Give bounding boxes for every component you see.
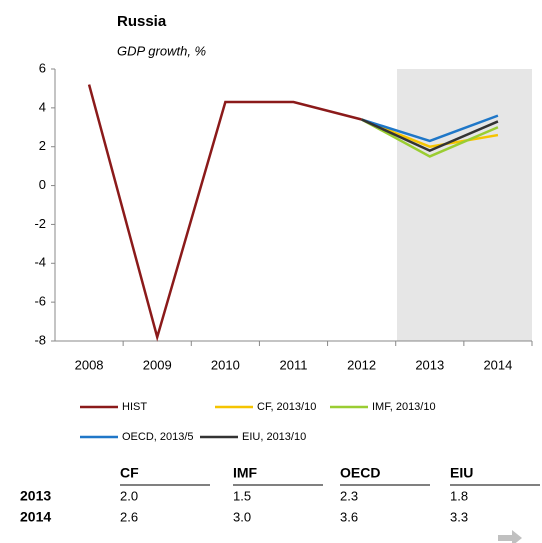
x-tick-label: 2012: [347, 357, 376, 372]
forecast-shade: [397, 69, 532, 341]
row-label: 2013: [20, 488, 51, 504]
x-tick-label: 2008: [75, 357, 104, 372]
table-cell: 3.6: [340, 509, 358, 524]
x-tick-label: 2013: [415, 357, 444, 372]
x-tick-label: 2011: [280, 357, 308, 372]
y-tick-label: 2: [39, 138, 46, 153]
legend-label: OECD, 2013/5: [122, 431, 194, 443]
y-tick-label: -2: [34, 216, 46, 231]
x-tick-label: 2009: [143, 357, 172, 372]
series-line: [361, 114, 499, 143]
table-header: IMF: [233, 465, 258, 481]
y-tick-label: -4: [34, 255, 46, 270]
table-cell: 1.8: [450, 488, 468, 503]
x-tick-label: 2014: [483, 357, 512, 372]
series-line: [361, 118, 499, 152]
legend-label: HIST: [122, 401, 147, 413]
y-tick-label: 6: [39, 60, 46, 75]
row-label: 2014: [20, 509, 51, 525]
table-header: OECD: [340, 465, 380, 481]
y-tick-label: 0: [39, 177, 46, 192]
table-header: EIU: [450, 465, 473, 481]
table-cell: 2.6: [120, 509, 138, 524]
legend-label: CF, 2013/10: [257, 401, 316, 413]
table-header: CF: [120, 465, 139, 481]
table-cell: 3.3: [450, 509, 468, 524]
next-arrow: [498, 530, 522, 543]
table-cell: 3.0: [233, 509, 251, 524]
table-cell: 1.5: [233, 488, 251, 503]
x-tick-label: 2010: [211, 357, 240, 372]
y-tick-label: -8: [34, 332, 46, 347]
series-line: [87, 84, 362, 342]
series-line: [361, 118, 499, 158]
y-tick-label: 4: [39, 99, 46, 114]
table-cell: 2.0: [120, 488, 138, 503]
legend-label: EIU, 2013/10: [242, 431, 306, 443]
chart-title: Russia: [117, 13, 167, 30]
chart-subtitle: GDP growth, %: [117, 43, 206, 58]
legend-label: IMF, 2013/10: [372, 401, 436, 413]
table-cell: 2.3: [340, 488, 358, 503]
y-tick-label: -6: [34, 294, 46, 309]
